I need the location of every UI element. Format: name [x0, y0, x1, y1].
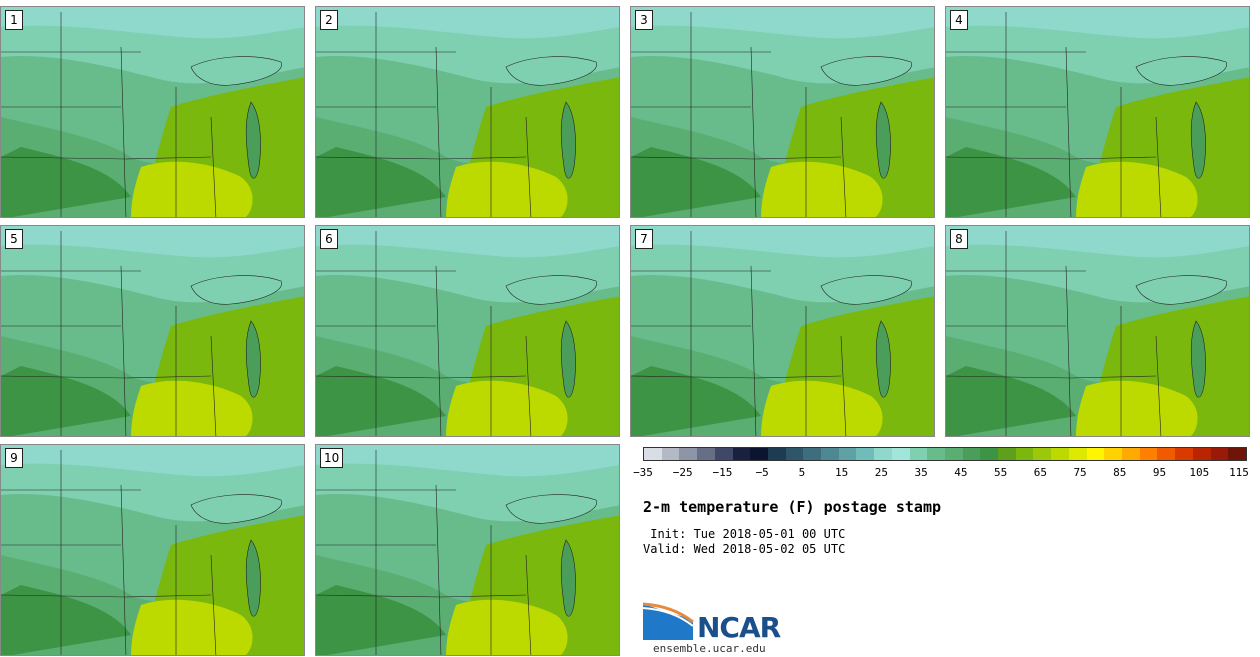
colorbar-tick-label: 105 — [1189, 466, 1210, 479]
colorbar-tick-label: 65 — [1033, 466, 1047, 479]
colorbar-swatch — [891, 448, 910, 460]
colorbar-tick-label: 95 — [1152, 466, 1167, 479]
colorbar-swatch — [1121, 448, 1140, 460]
colorbar-swatch — [1033, 448, 1052, 460]
colorbar-swatch — [1192, 448, 1211, 460]
colorbar-swatch — [856, 448, 875, 460]
postage-stamp-map: 7 — [630, 225, 935, 437]
colorbar-swatch — [767, 448, 786, 460]
member-number-label: 6 — [320, 229, 338, 249]
colorbar-swatch — [661, 448, 680, 460]
colorbar-swatch — [909, 448, 928, 460]
colorbar-tick-label: 75 — [1073, 466, 1087, 479]
colorbar-swatch — [980, 448, 999, 460]
colorbar-ticks: −35 −25 −15 −5 5 15 25 35 45 55 65 75 85 95 105 115 — [633, 466, 1249, 482]
colorbar-swatch — [874, 448, 892, 460]
colorbar-swatch — [962, 448, 981, 460]
postage-stamp-map: 3 — [630, 6, 935, 218]
postage-stamp-map: 4 — [945, 6, 1250, 218]
member-number-label: 7 — [635, 229, 653, 249]
colorbar-tick-label: 25 — [874, 466, 889, 479]
colorbar-swatch — [714, 448, 733, 460]
member-number-label: 9 — [5, 448, 23, 468]
postage-stamp-map: 8 — [945, 225, 1250, 437]
postage-stamp-map: 5 — [0, 225, 305, 437]
postage-stamp-map: 9 — [0, 444, 305, 656]
colorbar-tick-label: 5 — [798, 466, 806, 479]
colorbar-swatch — [1104, 448, 1122, 460]
colorbar-tick-label: −15 — [712, 466, 733, 479]
colorbar-tick-label: 115 — [1229, 466, 1249, 479]
colorbar-swatch — [1175, 448, 1193, 460]
colorbar-tick-label: 45 — [954, 466, 968, 479]
colorbar-tick-label: 55 — [993, 466, 1008, 479]
colorbar-tick-label: 85 — [1113, 466, 1127, 479]
colorbar-tick-label: −35 — [633, 466, 653, 479]
colorbar — [643, 447, 1247, 461]
member-number-label: 10 — [320, 448, 344, 468]
member-number-label: 1 — [5, 10, 23, 30]
colorbar-swatch — [1228, 448, 1246, 460]
valid-time: Valid: Wed 2018-05-02 05 UTC — [643, 542, 846, 556]
postage-stamp-map: 10 — [315, 444, 620, 656]
postage-stamp-map: 1 — [0, 6, 305, 218]
colorbar-swatch — [1051, 448, 1069, 460]
postage-stamp-map: 6 — [315, 225, 620, 437]
colorbar-tick-label: −5 — [755, 466, 769, 479]
colorbar-swatch — [750, 448, 768, 460]
colorbar-swatch — [838, 448, 857, 460]
site-url: ensemble.ucar.edu — [653, 642, 766, 655]
plot-title: 2-m temperature (F) postage stamp — [643, 498, 942, 516]
colorbar-swatch — [679, 448, 698, 460]
colorbar-swatch — [1210, 448, 1229, 460]
colorbar-swatch — [1068, 448, 1087, 460]
colorbar-swatch — [1086, 448, 1105, 460]
member-number-label: 4 — [950, 10, 968, 30]
ncar-logo-text: NCAR — [697, 611, 781, 644]
member-number-label: 2 — [320, 10, 338, 30]
colorbar-swatch — [803, 448, 822, 460]
colorbar-swatch — [1157, 448, 1176, 460]
member-number-label: 3 — [635, 10, 653, 30]
postage-stamp-map: 2 — [315, 6, 620, 218]
colorbar-swatch — [821, 448, 839, 460]
colorbar-swatch — [944, 448, 963, 460]
colorbar-swatch — [785, 448, 804, 460]
colorbar-swatch — [927, 448, 945, 460]
init-time: Init: Tue 2018-05-01 00 UTC — [643, 527, 846, 541]
colorbar-tick-label: 35 — [914, 466, 928, 479]
colorbar-swatch — [1015, 448, 1034, 460]
member-number-label: 5 — [5, 229, 23, 249]
colorbar-swatch — [1139, 448, 1158, 460]
colorbar-tick-label: 15 — [835, 466, 849, 479]
colorbar-tick-label: −25 — [672, 466, 693, 479]
ncar-logo-icon — [643, 602, 694, 640]
member-number-label: 8 — [950, 229, 968, 249]
colorbar-swatch — [998, 448, 1016, 460]
colorbar-swatch — [732, 448, 751, 460]
colorbar-swatch — [644, 448, 662, 460]
colorbar-swatch — [697, 448, 715, 460]
